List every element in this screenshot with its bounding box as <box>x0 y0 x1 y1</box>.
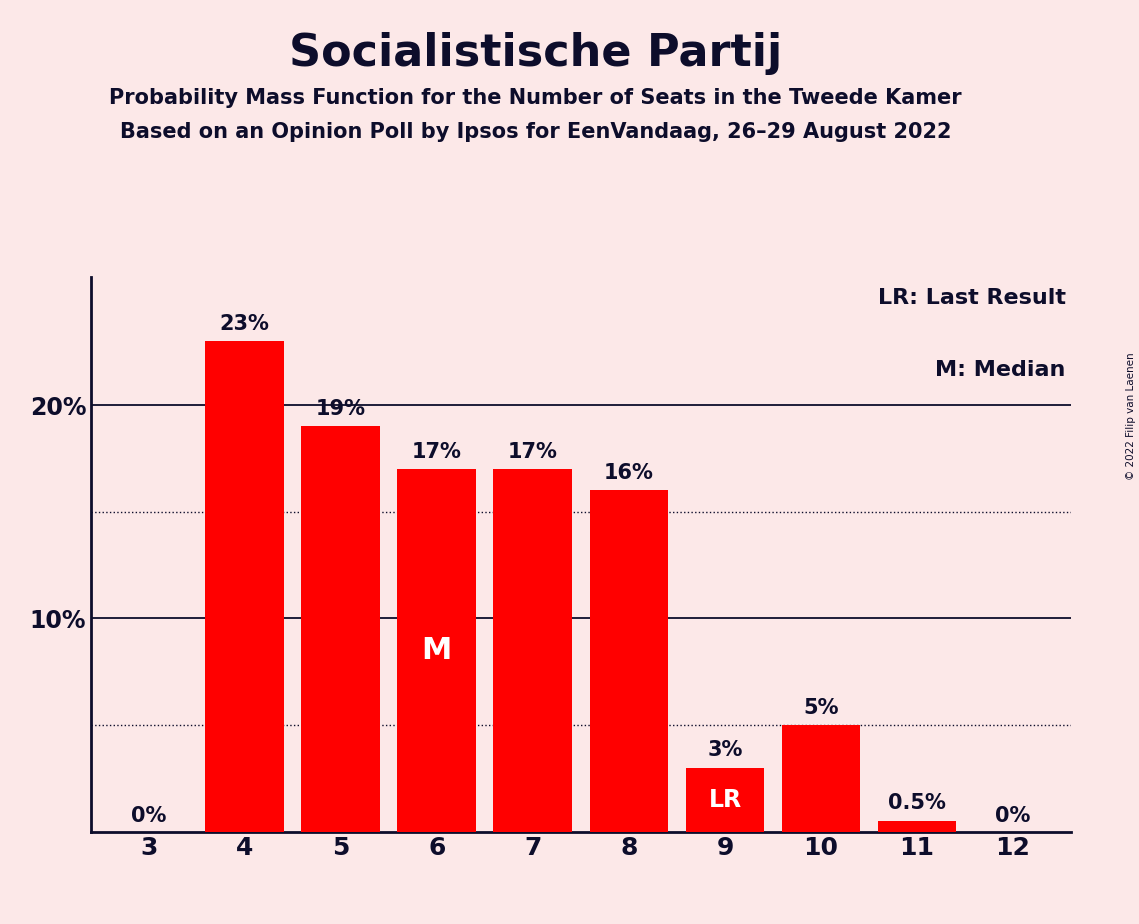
Text: 23%: 23% <box>220 314 270 334</box>
Bar <box>493 469 572 832</box>
Text: 3%: 3% <box>707 740 743 760</box>
Text: LR: LR <box>708 787 741 811</box>
Bar <box>205 341 284 832</box>
Text: 0%: 0% <box>995 807 1031 826</box>
Text: 0.5%: 0.5% <box>888 794 947 813</box>
Bar <box>590 491 669 832</box>
Text: 0%: 0% <box>131 807 166 826</box>
Text: 19%: 19% <box>316 399 366 419</box>
Bar <box>398 469 476 832</box>
Text: Based on an Opinion Poll by Ipsos for EenVandaag, 26–29 August 2022: Based on an Opinion Poll by Ipsos for Ee… <box>120 122 951 142</box>
Text: © 2022 Filip van Laenen: © 2022 Filip van Laenen <box>1126 352 1136 480</box>
Text: M: M <box>421 636 452 665</box>
Bar <box>781 725 860 832</box>
Text: 17%: 17% <box>508 442 558 462</box>
Text: Socialistische Partij: Socialistische Partij <box>288 32 782 76</box>
Text: 16%: 16% <box>604 463 654 483</box>
Text: 17%: 17% <box>412 442 461 462</box>
Text: LR: Last Result: LR: Last Result <box>878 288 1066 309</box>
Text: 5%: 5% <box>803 698 838 718</box>
Bar <box>878 821 957 832</box>
Bar <box>302 427 380 832</box>
Text: Probability Mass Function for the Number of Seats in the Tweede Kamer: Probability Mass Function for the Number… <box>109 88 961 108</box>
Bar <box>686 768 764 832</box>
Text: M: Median: M: Median <box>935 360 1066 381</box>
